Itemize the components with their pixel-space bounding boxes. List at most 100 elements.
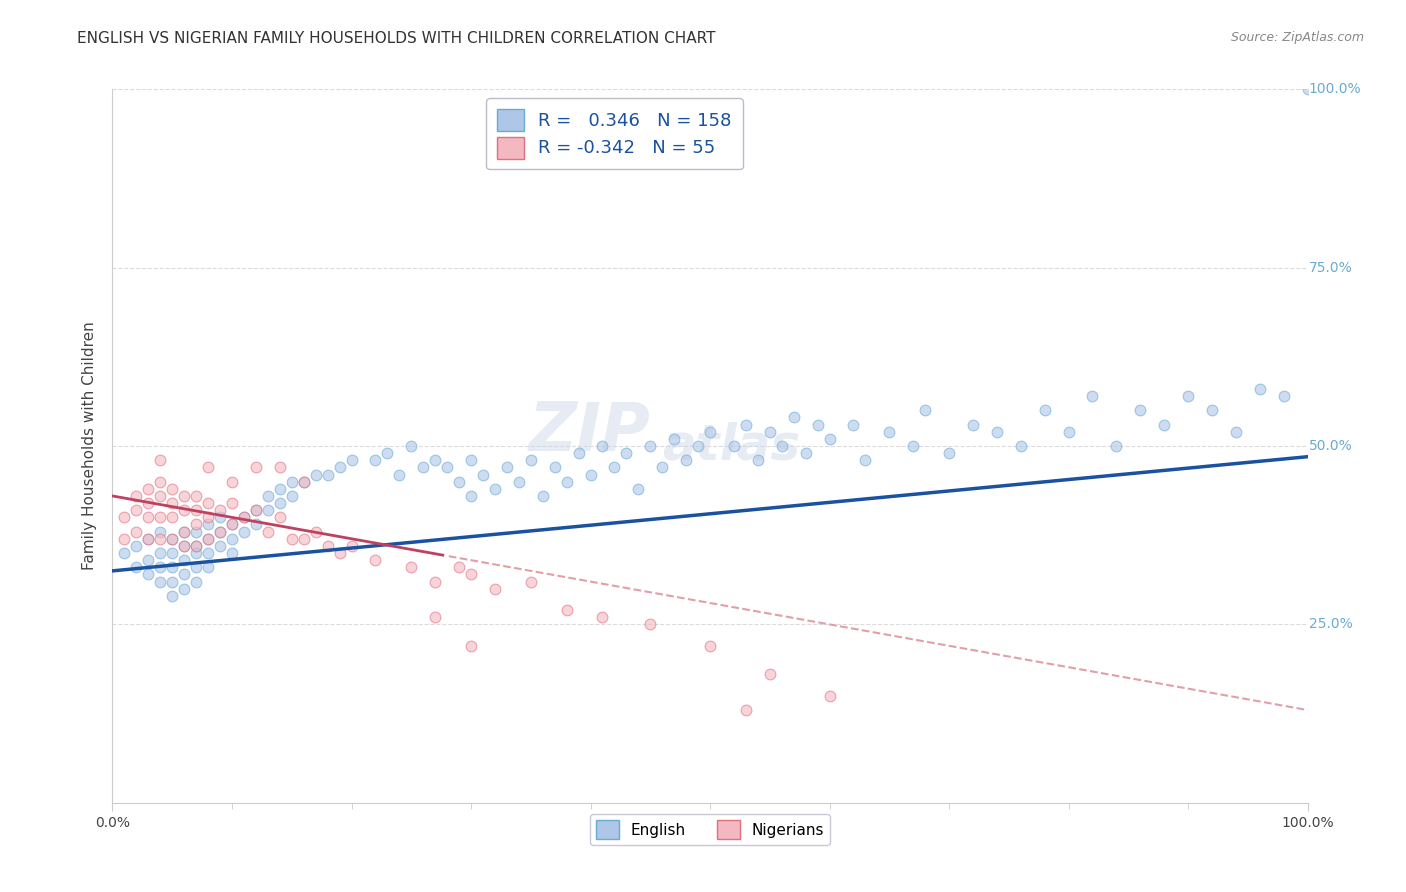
Legend: English, Nigerians: English, Nigerians — [589, 814, 831, 845]
Point — [149, 489, 172, 503]
Point — [425, 453, 447, 467]
Point — [568, 446, 591, 460]
Point — [209, 510, 232, 524]
Point — [186, 539, 208, 553]
Point — [1010, 439, 1032, 453]
Point — [257, 503, 280, 517]
Point — [401, 439, 423, 453]
Point — [603, 460, 626, 475]
Point — [508, 475, 530, 489]
Point — [794, 446, 817, 460]
Point — [818, 432, 841, 446]
Point — [747, 453, 769, 467]
Point — [114, 532, 135, 546]
Point — [1057, 425, 1080, 439]
Point — [329, 546, 352, 560]
Point — [664, 432, 686, 446]
Point — [138, 532, 160, 546]
Text: 25.0%: 25.0% — [1309, 617, 1353, 632]
Point — [186, 524, 208, 539]
Point — [138, 553, 160, 567]
Point — [138, 567, 160, 582]
Point — [688, 439, 710, 453]
Point — [197, 460, 219, 475]
Point — [855, 453, 877, 467]
Point — [651, 460, 673, 475]
Point — [269, 460, 291, 475]
Text: 100.0%: 100.0% — [1309, 82, 1361, 96]
Point — [162, 532, 183, 546]
Point — [305, 467, 328, 482]
Point — [233, 510, 256, 524]
Point — [149, 475, 172, 489]
Point — [173, 524, 195, 539]
Point — [543, 460, 565, 475]
Point — [292, 475, 315, 489]
Point — [221, 517, 243, 532]
Point — [114, 546, 135, 560]
Point — [447, 560, 470, 574]
Point — [531, 489, 554, 503]
Point — [209, 503, 232, 517]
Point — [329, 460, 352, 475]
Point — [186, 546, 208, 560]
Point — [616, 446, 638, 460]
Point — [401, 560, 423, 574]
Point — [675, 453, 697, 467]
Point — [555, 603, 578, 617]
Point — [221, 517, 243, 532]
Point — [340, 539, 363, 553]
Point — [197, 510, 219, 524]
Point — [209, 524, 232, 539]
Point — [173, 539, 195, 553]
Point — [173, 582, 195, 596]
Point — [197, 560, 219, 574]
Point — [173, 524, 195, 539]
Text: 75.0%: 75.0% — [1309, 260, 1353, 275]
Point — [340, 453, 363, 467]
Point — [472, 467, 495, 482]
Point — [281, 475, 304, 489]
Point — [149, 546, 172, 560]
Point — [162, 496, 183, 510]
Point — [723, 439, 745, 453]
Point — [1249, 382, 1271, 396]
Point — [245, 503, 267, 517]
Point — [759, 425, 782, 439]
Point — [579, 467, 602, 482]
Point — [197, 532, 219, 546]
Point — [699, 639, 721, 653]
Point — [149, 453, 172, 467]
Point — [125, 539, 148, 553]
Point — [149, 524, 172, 539]
Point — [699, 425, 721, 439]
Point — [460, 453, 482, 467]
Point — [735, 703, 758, 717]
Y-axis label: Family Households with Children: Family Households with Children — [82, 322, 97, 570]
Point — [305, 524, 328, 539]
Point — [186, 517, 208, 532]
Point — [149, 510, 172, 524]
Point — [149, 560, 172, 574]
Point — [484, 482, 506, 496]
Point — [425, 574, 447, 589]
Point — [209, 539, 232, 553]
Point — [162, 482, 183, 496]
Point — [460, 567, 482, 582]
Point — [938, 446, 960, 460]
Point — [245, 517, 267, 532]
Point — [245, 503, 267, 517]
Point — [173, 539, 195, 553]
Point — [447, 475, 470, 489]
Point — [807, 417, 830, 432]
Point — [460, 639, 482, 653]
Point — [592, 610, 614, 624]
Point — [1129, 403, 1152, 417]
Point — [138, 532, 160, 546]
Point — [162, 510, 183, 524]
Point — [186, 560, 208, 574]
Point — [316, 539, 339, 553]
Point — [257, 524, 280, 539]
Point — [496, 460, 519, 475]
Point — [627, 482, 650, 496]
